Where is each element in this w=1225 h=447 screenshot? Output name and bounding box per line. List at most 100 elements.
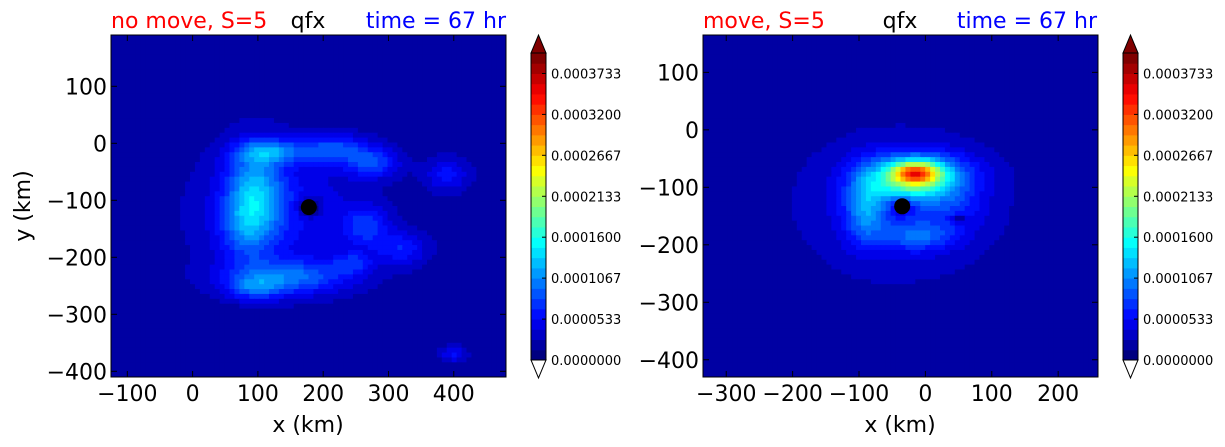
contour-cell — [175, 308, 181, 315]
contour-cell — [185, 39, 191, 46]
contour-cell — [283, 235, 290, 241]
contour-cell — [264, 293, 270, 300]
contour-cell — [175, 206, 181, 212]
contour-cell — [264, 181, 270, 188]
contour-cell — [456, 230, 463, 236]
contour-cell — [283, 147, 290, 153]
contour-cell — [412, 235, 418, 241]
contour-cell — [219, 284, 226, 290]
contour-cell — [407, 35, 413, 41]
contour-cell — [155, 269, 161, 275]
contour-cell — [259, 220, 265, 227]
contour-cell — [362, 39, 369, 46]
contour-cell — [436, 254, 443, 261]
contour-cell — [229, 69, 236, 75]
contour-cell — [338, 88, 344, 95]
contour-cell — [377, 318, 384, 324]
contour-cell — [293, 308, 300, 315]
contour-cell — [466, 49, 473, 56]
contour-cell — [219, 49, 226, 56]
contour-cell — [338, 259, 344, 266]
contour-cell — [313, 44, 319, 51]
contour-cell — [283, 127, 290, 134]
contour-cell — [466, 240, 473, 246]
contour-cell — [451, 122, 458, 129]
contour-cell — [111, 64, 117, 70]
contour-cell — [377, 313, 384, 319]
contour-cell — [323, 206, 329, 212]
contour-cell — [209, 298, 216, 305]
contour-cell — [204, 166, 211, 173]
contour-cell — [115, 35, 122, 41]
contour-cell — [155, 171, 161, 178]
contour-cell — [259, 186, 265, 192]
contour-cell — [308, 59, 315, 65]
contour-cell — [446, 108, 453, 114]
contour-cell — [491, 318, 497, 324]
contour-cell — [170, 83, 176, 90]
contour-cell — [491, 235, 497, 241]
contour-cell — [372, 240, 379, 246]
contour-cell — [501, 176, 506, 183]
contour-cell — [293, 264, 300, 271]
contour-cell — [466, 323, 473, 329]
contour-cell — [471, 254, 477, 261]
contour-cell — [219, 59, 226, 65]
contour-cell — [431, 225, 438, 232]
contour-cell — [145, 113, 152, 119]
contour-cell — [352, 225, 359, 232]
contour-cell — [219, 103, 226, 109]
contour-cell — [328, 201, 334, 207]
contour-cell — [155, 274, 161, 280]
contour-cell — [328, 49, 334, 56]
contour-cell — [145, 166, 152, 173]
contour-cell — [328, 103, 334, 109]
contour-cell — [333, 35, 339, 41]
contour-cell — [318, 220, 324, 227]
contour-cell — [427, 122, 433, 129]
contour-cell — [456, 196, 463, 202]
contour-cell — [348, 127, 354, 134]
contour-cell — [486, 64, 492, 70]
contour-cell — [150, 35, 157, 41]
contour-cell — [254, 64, 260, 70]
contour-cell — [224, 69, 231, 75]
contour-cell — [313, 78, 319, 85]
contour-cell — [125, 113, 132, 119]
contour-cell — [451, 240, 458, 246]
contour-cell — [224, 220, 231, 227]
contour-cell — [501, 210, 506, 217]
contour-cell — [461, 328, 468, 334]
contour-cell — [481, 152, 487, 158]
contour-cell — [402, 318, 408, 324]
contour-cell — [461, 127, 468, 134]
contour-cell — [170, 152, 176, 158]
contour-cell — [145, 176, 152, 183]
contour-cell — [190, 39, 196, 46]
contour-cell — [318, 176, 324, 183]
contour-cell — [407, 137, 413, 144]
contour-cell — [476, 259, 482, 266]
contour-cell — [308, 264, 315, 271]
contour-cell — [269, 35, 275, 41]
contour-cell — [441, 313, 448, 319]
contour-cell — [436, 142, 443, 148]
contour-cell — [244, 108, 250, 114]
contour-cell — [348, 35, 354, 41]
contour-cell — [175, 39, 181, 46]
contour-cell — [303, 83, 310, 90]
contour-cell — [367, 264, 374, 271]
contour-cell — [273, 132, 280, 139]
contour-cell — [269, 215, 275, 222]
contour-cell — [244, 206, 250, 212]
contour-cell — [125, 35, 132, 41]
contour-cell — [288, 259, 295, 266]
contour-cell — [214, 284, 221, 290]
contour-cell — [155, 249, 161, 256]
contour-cell — [264, 201, 270, 207]
contour-cell — [338, 162, 344, 168]
contour-cell — [471, 171, 477, 178]
contour-cell — [140, 166, 147, 173]
contour-cell — [185, 93, 191, 100]
contour-cell — [392, 113, 398, 119]
